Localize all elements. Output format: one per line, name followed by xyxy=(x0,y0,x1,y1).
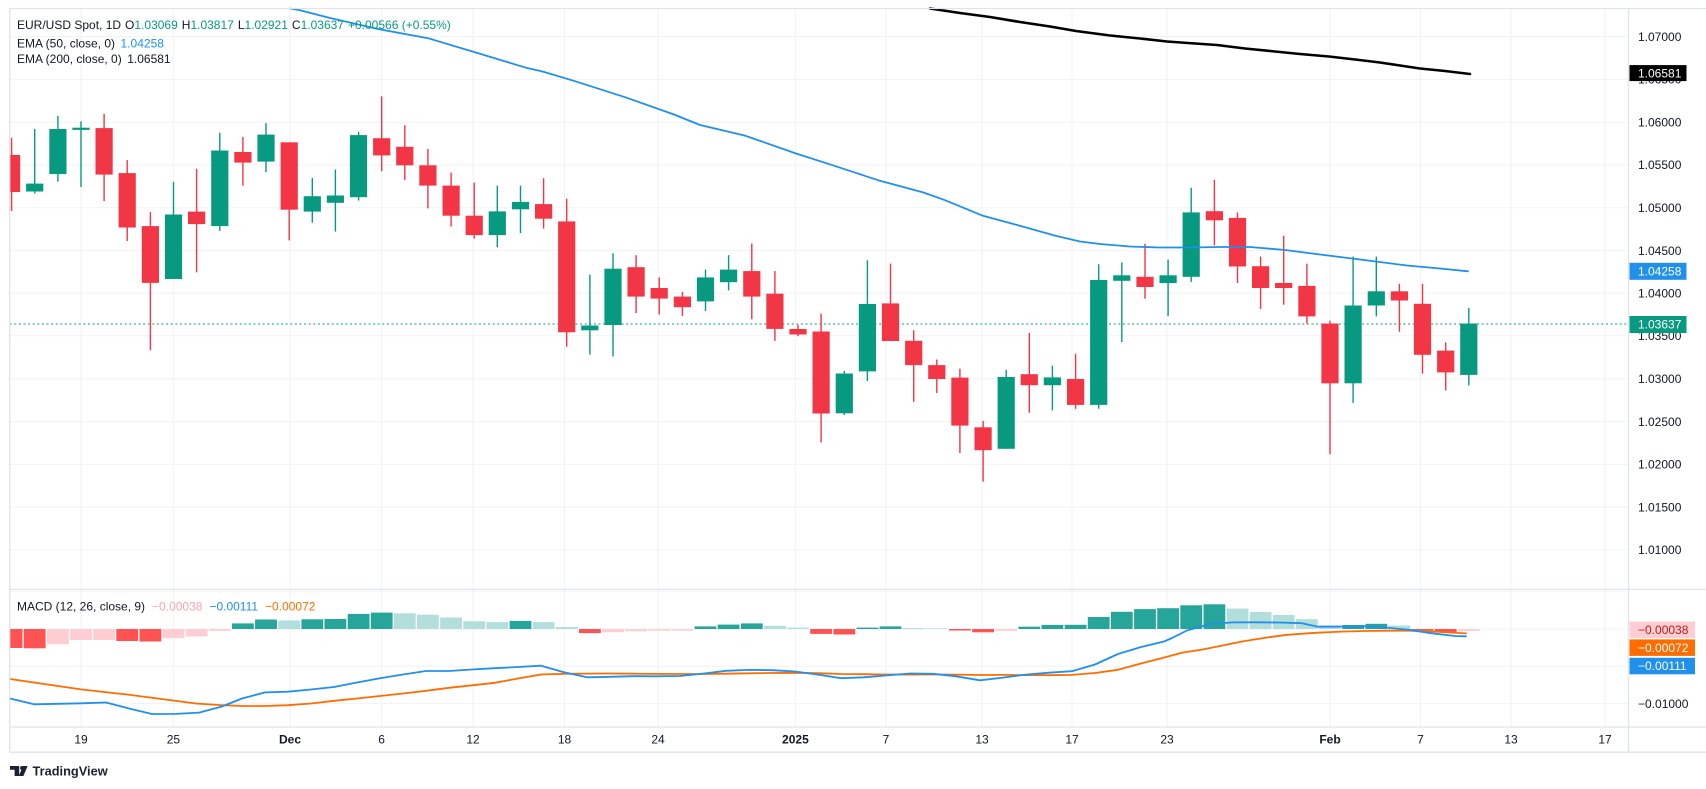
svg-text:24: 24 xyxy=(651,733,665,747)
svg-text:−0.00111: −0.00111 xyxy=(1638,659,1687,673)
svg-text:1.04000: 1.04000 xyxy=(1638,287,1682,301)
svg-text:1.03637: 1.03637 xyxy=(1638,318,1682,332)
svg-text:1.04500: 1.04500 xyxy=(1638,244,1682,258)
svg-text:1.05000: 1.05000 xyxy=(1638,201,1682,215)
svg-text:1.05500: 1.05500 xyxy=(1638,158,1682,172)
svg-text:1.06000: 1.06000 xyxy=(1638,115,1682,129)
svg-text:1.01000: 1.01000 xyxy=(1638,543,1682,557)
svg-text:18: 18 xyxy=(558,733,572,747)
svg-text:−0.00038: −0.00038 xyxy=(1638,623,1689,637)
svg-text:25: 25 xyxy=(167,733,181,747)
svg-text:Feb: Feb xyxy=(1319,733,1340,747)
svg-text:13: 13 xyxy=(975,733,989,747)
svg-text:EMA (200, close, 0)1.06581: EMA (200, close, 0) 1.06581 xyxy=(17,52,171,66)
svg-text:12: 12 xyxy=(466,733,480,747)
svg-text:−0.00072: −0.00072 xyxy=(1638,641,1689,655)
svg-text:1.02500: 1.02500 xyxy=(1638,415,1682,429)
svg-text:7: 7 xyxy=(883,733,890,747)
svg-text:1.04258: 1.04258 xyxy=(1638,265,1682,279)
svg-text:19: 19 xyxy=(74,733,88,747)
svg-text:Dec: Dec xyxy=(279,733,301,747)
svg-text:2025: 2025 xyxy=(782,733,809,747)
svg-text:EMA (50, close, 0)1.04258: EMA (50, close, 0) 1.04258 xyxy=(17,37,164,51)
svg-text:23: 23 xyxy=(1160,733,1174,747)
svg-text:1.03000: 1.03000 xyxy=(1638,372,1682,386)
svg-text:−0.01000: −0.01000 xyxy=(1638,697,1689,711)
svg-text:6: 6 xyxy=(378,733,385,747)
svg-text:1.07000: 1.07000 xyxy=(1638,30,1682,44)
svg-text:1.06581: 1.06581 xyxy=(1638,66,1682,80)
svg-text:1.02000: 1.02000 xyxy=(1638,458,1682,472)
svg-text:MACD (12, 26, close, 9)−0.0003: MACD (12, 26, close, 9) −0.00038 −0.00111−… xyxy=(17,600,316,614)
svg-text:TradingView: TradingView xyxy=(33,764,108,779)
svg-text:1.01500: 1.01500 xyxy=(1638,500,1682,514)
svg-text:13: 13 xyxy=(1504,733,1518,747)
svg-text:7: 7 xyxy=(1417,733,1424,747)
svg-text:17: 17 xyxy=(1065,733,1079,747)
svg-text:17: 17 xyxy=(1598,733,1612,747)
